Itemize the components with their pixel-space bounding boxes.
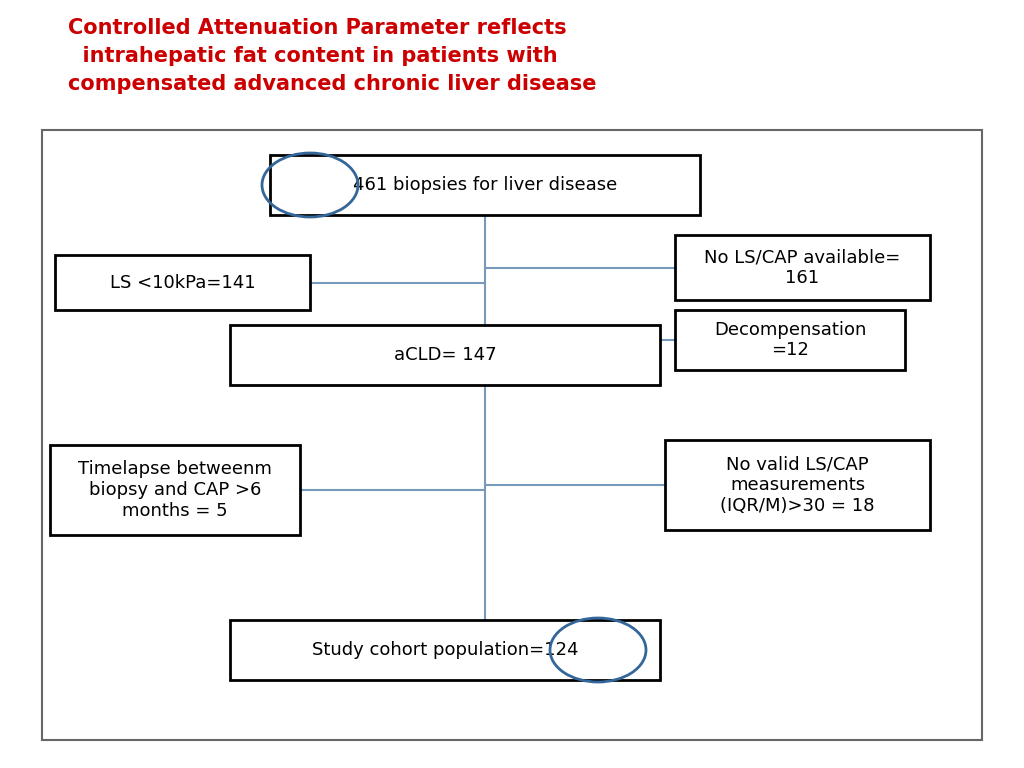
Bar [55, 255, 310, 310]
Text: 461 biopsies for liver disease: 461 biopsies for liver disease [353, 176, 617, 194]
Bar [665, 440, 930, 530]
Bar [50, 445, 300, 535]
Bar [230, 620, 660, 680]
Text: Study cohort population=124: Study cohort population=124 [311, 641, 579, 659]
Text: Controlled Attenuation Parameter reflects
  intrahepatic fat content in patients: Controlled Attenuation Parameter reflect… [68, 18, 597, 94]
Bar [270, 155, 700, 215]
Text: aCLD= 147: aCLD= 147 [393, 346, 497, 364]
Bar [675, 235, 930, 300]
Text: LS <10kPa=141: LS <10kPa=141 [110, 273, 255, 292]
Bar [675, 310, 905, 370]
Bar [230, 325, 660, 385]
Text: Decompensation
=12: Decompensation =12 [714, 320, 866, 359]
Bar [42, 130, 982, 740]
Text: No LS/CAP available=
161: No LS/CAP available= 161 [705, 248, 901, 287]
Text: No valid LS/CAP
measurements
(IQR/M)>30 = 18: No valid LS/CAP measurements (IQR/M)>30 … [720, 455, 874, 515]
Text: Timelapse betweenm
biopsy and CAP >6
months = 5: Timelapse betweenm biopsy and CAP >6 mon… [78, 460, 272, 520]
